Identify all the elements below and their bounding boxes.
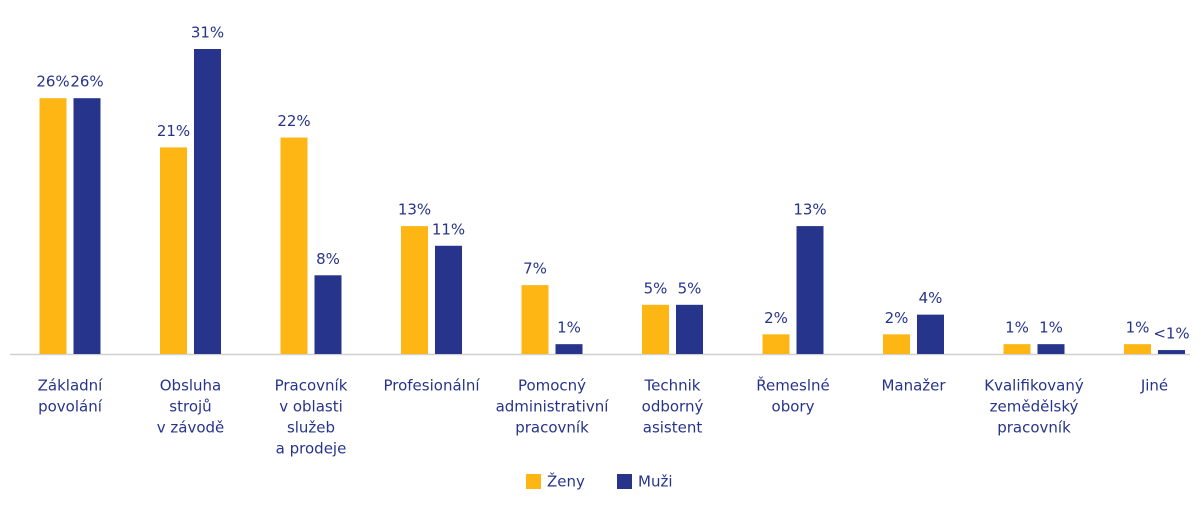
bar xyxy=(555,344,583,354)
legend-swatch xyxy=(617,474,632,489)
bar xyxy=(160,147,187,354)
x-tick-label: Technik xyxy=(644,377,701,395)
x-tick-label: povolání xyxy=(38,398,103,416)
legend-label: Muži xyxy=(638,473,673,491)
x-tick-label: v oblasti xyxy=(279,398,343,416)
value-label: 31% xyxy=(191,24,224,42)
legend-label: Ženy xyxy=(547,472,585,491)
bar xyxy=(73,98,101,355)
bar xyxy=(1158,350,1185,354)
x-tick-label: Kvalifikovaný xyxy=(984,377,1084,395)
x-tick-label: Profesionální xyxy=(383,377,480,395)
value-label: 5% xyxy=(644,279,668,297)
bar xyxy=(917,314,944,354)
x-tick-label: v závodě xyxy=(157,419,225,437)
x-tick-label: a prodeje xyxy=(276,440,347,458)
value-label: 13% xyxy=(793,201,826,219)
value-label: 26% xyxy=(70,73,103,91)
value-label: <1% xyxy=(1153,325,1189,343)
bar xyxy=(39,98,67,355)
bar xyxy=(280,137,308,354)
value-label: 4% xyxy=(919,289,943,307)
x-tick-label: Obsluha xyxy=(160,377,222,395)
x-tick-label: asistent xyxy=(643,419,703,437)
x-tick-label: Pracovník xyxy=(275,377,348,395)
x-tick-label: Základní xyxy=(38,377,104,395)
bar xyxy=(676,304,703,354)
x-tick-label: zemědělský xyxy=(990,398,1079,416)
x-tick-label: strojů xyxy=(169,398,211,416)
value-label: 7% xyxy=(523,260,547,278)
value-label: 1% xyxy=(1005,319,1029,337)
x-tick-label: odborný xyxy=(642,398,704,416)
value-label: 8% xyxy=(316,250,340,268)
value-label: 2% xyxy=(885,309,909,327)
bar xyxy=(435,245,462,354)
bar xyxy=(314,275,342,354)
value-label: 21% xyxy=(157,122,190,140)
x-tick-label: Manažer xyxy=(881,377,946,395)
bar xyxy=(521,285,549,354)
x-tick-label: služeb xyxy=(287,419,335,437)
bar xyxy=(796,226,824,354)
value-label: 1% xyxy=(557,319,581,337)
bar xyxy=(1003,344,1031,354)
bar xyxy=(401,226,428,354)
value-label: 1% xyxy=(1126,319,1150,337)
bar xyxy=(762,334,790,354)
x-tick-label: Pomocný xyxy=(518,377,586,395)
value-label: 26% xyxy=(36,73,69,91)
x-tick-label: Řemeslné xyxy=(756,376,830,395)
value-label: 1% xyxy=(1039,319,1063,337)
bar xyxy=(194,49,221,354)
bar xyxy=(642,304,669,354)
value-label: 13% xyxy=(398,201,431,219)
value-label: 22% xyxy=(277,112,310,130)
x-tick-label: Jiné xyxy=(1140,377,1168,395)
x-tick-label: administrativní xyxy=(496,398,610,416)
value-label: 2% xyxy=(764,309,788,327)
legend-swatch xyxy=(526,474,541,489)
x-tick-label: obory xyxy=(772,398,815,416)
bar xyxy=(1037,344,1065,354)
value-label: 11% xyxy=(432,220,465,238)
x-tick-label: pracovník xyxy=(997,419,1071,437)
bar xyxy=(1124,344,1151,354)
value-label: 5% xyxy=(678,279,702,297)
bar xyxy=(883,334,910,354)
x-tick-label: pracovník xyxy=(515,419,589,437)
